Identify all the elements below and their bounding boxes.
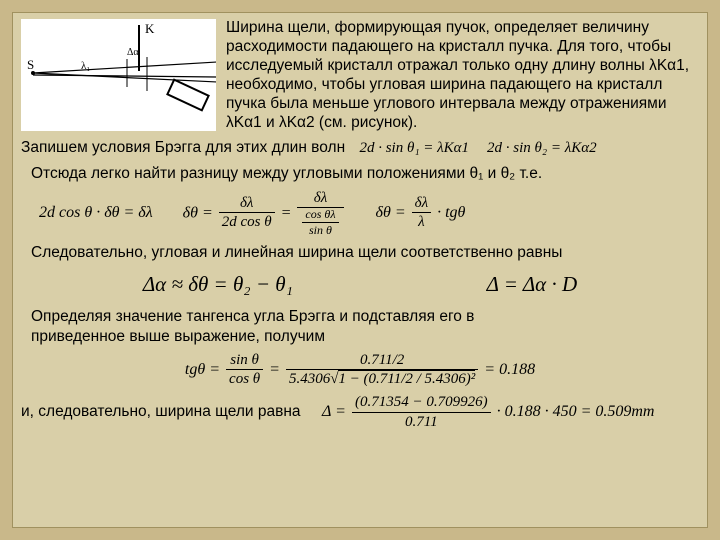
eq-bragg1: 2d · sin θ₁ = λKα1 (359, 139, 469, 158)
eq-r1-b-num2: δλ (297, 190, 343, 208)
p5-text: и, следовательно, ширина щели равна (21, 403, 301, 420)
content-box: S K λ₁ Δα Ширина щели, формирующая пучок… (12, 12, 708, 528)
eq-row-tg: tgθ = sin θ cos θ = 0.711/2 5.4306√1 − (… (21, 352, 699, 388)
intro-text: Ширина щели, формирующая пучок, определя… (226, 19, 699, 132)
p1-text: Запишем условия Брэгга для этих длин вол… (21, 139, 345, 156)
eq-tg: tgθ = sin θ cos θ = 0.711/2 5.4306√1 − (… (185, 352, 535, 388)
eq-r1-c-tail: · tgθ (437, 204, 465, 221)
eq-tg-f2dl: 5.4306 (289, 371, 330, 387)
eq-r1-b: δθ = δλ 2d cos θ = δλ cos θλ sin θ (183, 190, 346, 237)
diagram-label-lambda1: λ₁ (81, 60, 90, 72)
diagram-label-k: K (145, 21, 155, 36)
p5: и, следовательно, ширина щели равна Δ = … (21, 394, 699, 430)
eq-final-tail: · 0.188 · 450 = 0.509mm (497, 403, 655, 420)
eq-r1-b-lhs: δθ = (183, 204, 213, 221)
diagram-label-da: Δα (127, 47, 139, 58)
eq-tg-f2di: 1 − (0.711/2 / 5.4306)² (338, 370, 475, 387)
eq-r1-b-num1: δλ (219, 195, 275, 213)
eq-r1-a: 2d cos θ · δθ = δλ (39, 204, 153, 222)
eq-final-num: (0.71354 − 0.709926) (352, 394, 491, 412)
diagram-svg: S K λ₁ Δα (21, 19, 216, 131)
eq-r1-c-lhs: δθ = (376, 204, 406, 221)
eq-tg-f1d: cos θ (226, 370, 263, 388)
eq-r1-c-den: λ (412, 213, 431, 231)
eq-r1-b-den2n: cos θλ (302, 208, 338, 223)
p4-text: Определяя значение тангенса угла Брэгга … (21, 307, 699, 346)
eq-r2-a: Δα ≈ δθ = θ₂ − θ₁ (143, 272, 293, 297)
eq-r1-c-num: δλ (412, 195, 431, 213)
p1-equations: 2d · sin θ₁ = λKα1 2d · sin θ₂ = λKα2 (359, 139, 596, 158)
eq-row-2: Δα ≈ δθ = θ₂ − θ₁ Δ = Δα · D (21, 268, 699, 301)
eq-tg-f2n: 0.711/2 (286, 352, 478, 370)
eq-final-lhs: Δ = (322, 403, 346, 420)
eq-r1-b-den1: 2d cos θ (219, 213, 275, 231)
p2-text: Отсюда легко найти разницу между угловым… (21, 164, 699, 183)
eq-r2-b: Δ = Δα · D (487, 272, 578, 297)
eq-tg-lhs: tgθ = (185, 361, 220, 378)
para-bragg: Запишем условия Брэгга для этих длин вол… (21, 138, 699, 158)
top-section: S K λ₁ Δα Ширина щели, формирующая пучок… (21, 19, 699, 132)
eq-tg-tail: = 0.188 (484, 361, 535, 378)
eq-final: Δ = (0.71354 − 0.709926) 0.711 · 0.188 ·… (322, 403, 654, 420)
eq-final-den: 0.711 (352, 413, 491, 431)
eq-r1-b-den2d: sin θ (302, 223, 338, 237)
diagram: S K λ₁ Δα (21, 19, 216, 131)
eq-r1-c: δθ = δλ λ · tgθ (376, 195, 466, 231)
eq-tg-f1n: sin θ (226, 352, 263, 370)
p3-text: Следовательно, угловая и линейная ширина… (21, 243, 699, 262)
eq-bragg2: 2d · sin θ₂ = λKα2 (487, 139, 597, 158)
diagram-label-s: S (27, 57, 34, 72)
eq-row-1: 2d cos θ · δθ = δλ δθ = δλ 2d cos θ = δλ… (21, 190, 699, 237)
